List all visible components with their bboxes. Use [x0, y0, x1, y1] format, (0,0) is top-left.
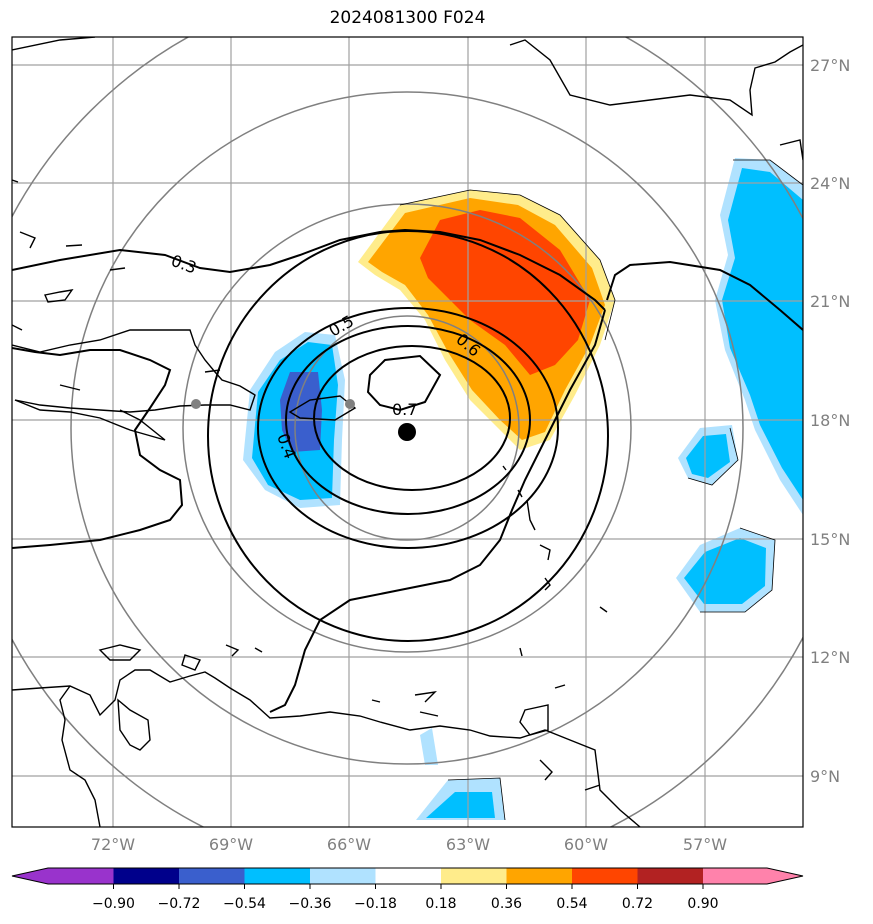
range-rings [12, 37, 803, 827]
field-contours [12, 228, 803, 713]
colorbar-segment [637, 868, 703, 884]
colorbar-extend-high [767, 868, 803, 884]
colorbar-tick-label: −0.18 [354, 896, 397, 912]
colorbar-segment [441, 868, 507, 884]
lat-label: 15°N [810, 530, 850, 549]
lat-label: 18°N [810, 411, 850, 430]
colorbar-tick-label: −0.72 [158, 896, 201, 912]
lon-label: 66°W [327, 835, 371, 854]
station-marker [345, 399, 355, 409]
map-frame [11, 36, 804, 828]
lon-label: 72°W [91, 835, 135, 854]
lat-label: 24°N [810, 174, 850, 193]
colorbar-segment [113, 868, 179, 884]
colorbar-segment [572, 868, 638, 884]
lon-label: 69°W [209, 835, 253, 854]
lon-label: 57°W [683, 835, 727, 854]
colorbar-tick-label: 0.18 [425, 896, 456, 912]
lon-label: 63°W [446, 835, 490, 854]
colorbar-segment [179, 868, 245, 884]
colorbar-segment [506, 868, 572, 884]
colorbar-tick-label: 0.90 [687, 896, 718, 912]
longitude-labels: 72°W 69°W 66°W 63°W 60°W 57°W [91, 835, 727, 854]
map-area: 0.3 0.4 0.5 0.6 0.7 [12, 37, 803, 827]
colorbar-tick-label: 0.36 [491, 896, 522, 912]
map-title: 2024081300 F024 [329, 8, 486, 28]
lat-label: 27°N [810, 56, 850, 75]
lat-label: 9°N [810, 767, 840, 786]
colorbar-extend-low [12, 868, 48, 884]
storm-center-marker [398, 423, 416, 441]
colorbar-outline [11, 867, 804, 885]
colorbar: −0.90 −0.72 −0.54 −0.36 −0.18 0.18 0.36 … [11, 867, 804, 912]
colorbar-segment [375, 868, 441, 884]
coastlines [12, 37, 803, 827]
lat-label: 21°N [810, 292, 850, 311]
colorbar-segment [703, 868, 767, 884]
lat-label: 12°N [810, 648, 850, 667]
colorbar-tick-label: −0.36 [289, 896, 332, 912]
latitude-labels: 27°N 24°N 21°N 18°N 15°N 12°N 9°N [810, 56, 850, 786]
contour-label-0.7: 0.7 [392, 400, 417, 419]
lon-label: 60°W [564, 835, 608, 854]
colorbar-segment [48, 868, 114, 884]
colorbar-tick-label: −0.90 [92, 896, 135, 912]
colorbar-tick-label: −0.54 [223, 896, 266, 912]
colorbar-segment [310, 868, 376, 884]
colorbar-tick-label: 0.72 [622, 896, 653, 912]
shading-outlines [399, 159, 803, 821]
colorbar-tick-label: 0.54 [556, 896, 587, 912]
colorbar-segment [244, 868, 310, 884]
station-marker [191, 399, 201, 409]
